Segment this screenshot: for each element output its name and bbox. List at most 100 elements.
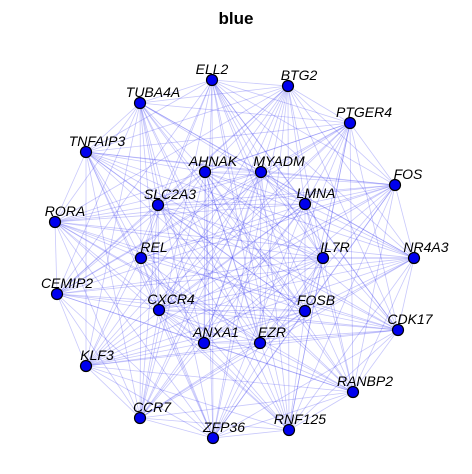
node-cdk17: CDK17 [387,311,434,337]
edge-layer [54,79,415,439]
edge-il7r-zfp36 [212,257,324,439]
edge-fos-rel [140,184,396,259]
node-label: REL [140,239,167,255]
edge-myadm-rnf125 [260,171,290,431]
edge-anxa1-rnf125 [203,342,290,431]
node-label: NR4A3 [403,239,448,255]
edge-btg2-ccr7 [139,85,289,419]
edge-cxcr4-fosb [158,309,306,312]
edge-tnfaip3-slc2a3 [85,151,159,206]
edge-ell2-anxa1 [203,79,213,344]
node-label: MYADM [253,153,305,169]
edge-fos-nr4a3 [394,184,415,259]
edge-tnfaip3-rora [54,151,87,223]
edge-lmna-anxa1 [203,203,306,344]
node-label: ELL2 [196,61,229,77]
edge-rora-ranbp2 [54,221,354,393]
edge-ell2-btg2 [211,79,289,87]
edge-nr4a3-cemip2 [56,257,415,295]
edge-anxa1-ranbp2 [203,342,354,393]
edge-cemip2-fosb [56,293,306,312]
node-marker [298,304,312,318]
edge-tuba4a-cxcr4 [139,102,160,311]
edge-fos-slc2a3 [157,184,396,206]
edge-ptger4-cemip2 [56,122,351,295]
edge-ptger4-cxcr4 [158,122,351,311]
edge-cemip2-zfp36 [56,293,214,439]
edge-tnfaip3-fos [85,151,396,186]
edge-fosb-cdk17 [304,310,399,331]
node-marker [316,251,330,265]
edge-cxcr4-cdk17 [158,309,399,331]
edge-cdk17-rnf125 [288,329,399,431]
edge-cxcr4-ezr [158,309,261,344]
edge-ell2-fosb [211,79,306,312]
node-label: AHNAK [188,153,238,169]
edge-ahnak-fos [204,171,396,186]
node-marker [343,116,357,130]
node-marker [133,411,147,425]
edge-klf3-ranbp2 [85,365,354,393]
node-rora: RORA [45,203,85,229]
edge-cxcr4-zfp36 [158,309,214,439]
edge-rora-nr4a3 [54,221,415,259]
edge-tuba4a-lmna [139,102,306,205]
edge-ptger4-myadm [260,122,351,173]
edge-slc2a3-ezr [157,204,261,344]
node-marker [253,336,267,350]
edge-fosb-ezr [259,310,306,344]
edge-ptger4-klf3 [85,122,351,367]
edge-il7r-klf3 [85,257,324,367]
edge-ell2-rel [140,79,213,259]
edge-lmna-cdk17 [304,203,399,331]
edge-btg2-klf3 [85,85,289,367]
edge-myadm-cemip2 [56,171,262,295]
edge-rel-ezr [140,257,261,344]
edge-il7r-cemip2 [56,257,324,295]
node-marker [298,197,312,211]
node-label: PTGER4 [336,104,392,120]
edge-btg2-nr4a3 [287,85,415,259]
edge-klf3-rnf125 [85,365,290,431]
edge-myadm-zfp36 [212,171,262,439]
edge-fos-rora [54,184,396,223]
edge-rora-il7r [54,221,324,259]
edge-fos-fosb [304,184,396,312]
edge-klf3-zfp36 [85,365,214,439]
edge-lmna-klf3 [85,203,306,367]
node-fos: FOS [388,166,423,192]
edge-slc2a3-rora [54,204,159,223]
edge-lmna-cxcr4 [158,203,306,311]
node-ezr: EZR [253,324,286,350]
node-marker [151,198,165,212]
node-label: CDK17 [387,311,433,327]
node-fosb: FOSB [297,292,335,318]
node-marker [79,145,93,159]
node-label: KLF3 [80,347,114,363]
edge-fos-cxcr4 [158,184,396,311]
edge-ptger4-fosb [304,122,351,312]
edge-tuba4a-cemip2 [56,102,141,295]
edge-nr4a3-cdk17 [397,257,415,331]
edge-fos-ranbp2 [352,184,396,393]
node-layer: ELL2 BTG2 TUBA4A PTGER4 TNFAIP3 AHNAK MYADM FOS… [41,61,449,445]
edge-slc2a3-cemip2 [56,204,159,295]
edge-cxcr4-ccr7 [139,309,160,419]
edge-fosb-ccr7 [139,310,306,419]
edge-ranbp2-ccr7 [139,391,354,419]
edge-ell2-tuba4a [139,79,213,104]
edge-ahnak-rnf125 [204,171,290,431]
edge-rora-anxa1 [54,221,205,344]
edge-tnfaip3-cxcr4 [85,151,160,311]
node-label: TUBA4A [126,84,180,100]
edge-ptger4-ranbp2 [349,122,354,393]
edge-ahnak-ezr [204,171,261,344]
edge-rel-cxcr4 [140,257,160,311]
edge-ahnak-cdk17 [204,171,399,331]
node-ptger4: PTGER4 [336,104,392,130]
edge-cdk17-ranbp2 [352,329,399,393]
edge-ahnak-ranbp2 [204,171,354,393]
edge-cxcr4-anxa1 [158,309,205,344]
edge-tuba4a-tnfaip3 [85,102,141,153]
edge-slc2a3-lmna [157,203,306,206]
